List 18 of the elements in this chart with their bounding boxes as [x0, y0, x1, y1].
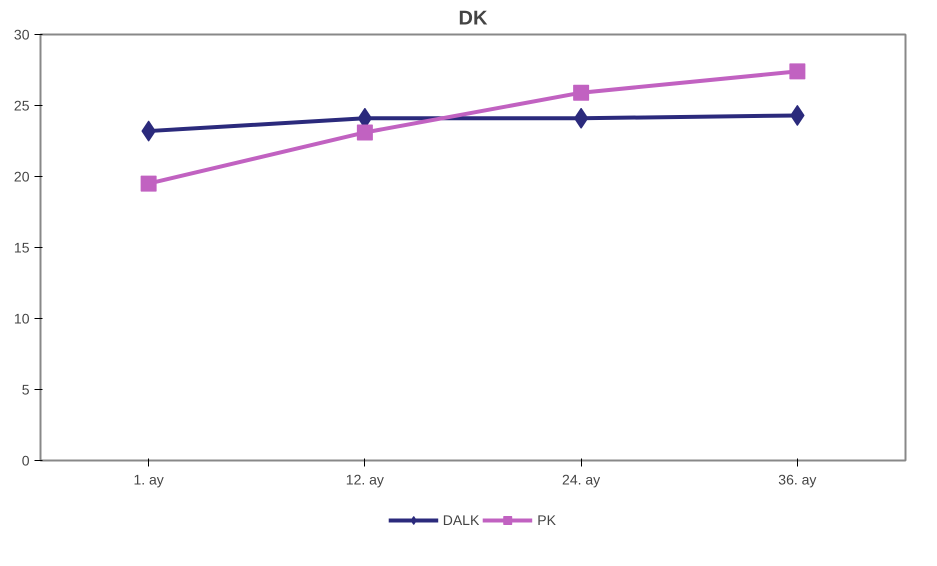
x-tick-label: 1. ay [133, 472, 164, 488]
x-tick-label: 36. ay [778, 472, 816, 488]
y-tick-label: 15 [14, 240, 30, 256]
chart-title: DK [458, 8, 488, 30]
point [573, 84, 590, 101]
y-tick-label: 0 [22, 452, 30, 468]
y-tick-label: 30 [14, 26, 30, 42]
x-tick-label: 12. ay [346, 472, 384, 488]
x-tick-label: 24. ay [562, 472, 600, 488]
point [356, 124, 373, 140]
point [789, 63, 806, 80]
y-tick-label: 25 [14, 98, 30, 114]
y-tick-label: 10 [14, 310, 30, 326]
legend-label: DALK [442, 512, 480, 528]
legend-label: PK [537, 512, 557, 528]
point [140, 176, 157, 192]
y-tick-label: 5 [22, 382, 30, 398]
y-tick-label: 20 [14, 168, 30, 184]
